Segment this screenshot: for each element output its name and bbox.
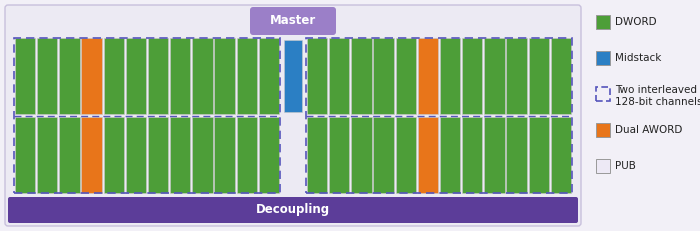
Bar [259, 38, 279, 114]
Bar [14, 38, 280, 193]
Bar [596, 159, 610, 173]
Bar [395, 38, 416, 114]
Text: Master: Master [270, 15, 316, 27]
Bar [596, 15, 610, 29]
Bar [395, 117, 416, 193]
Bar [104, 38, 124, 114]
Bar [81, 38, 102, 114]
Bar [596, 123, 610, 137]
Bar [551, 38, 571, 114]
Bar [373, 117, 394, 193]
Bar [418, 38, 438, 114]
Bar [462, 117, 482, 193]
Text: Midstack: Midstack [615, 53, 661, 63]
Bar [329, 117, 349, 193]
Bar [259, 117, 279, 193]
Bar [596, 87, 610, 101]
Bar [60, 117, 80, 193]
Bar [81, 117, 102, 193]
Bar [440, 117, 461, 193]
FancyBboxPatch shape [250, 7, 336, 35]
Bar [307, 117, 328, 193]
Bar [351, 38, 372, 114]
Bar [15, 117, 35, 193]
Bar [15, 38, 35, 114]
Bar [351, 117, 372, 193]
Bar [193, 117, 213, 193]
Bar [462, 38, 482, 114]
Bar [306, 38, 572, 193]
Text: DWORD: DWORD [615, 17, 657, 27]
Bar [373, 38, 394, 114]
Bar [307, 38, 328, 114]
Bar [214, 117, 234, 193]
Bar [440, 38, 461, 114]
FancyBboxPatch shape [8, 197, 578, 223]
Bar [37, 38, 57, 114]
Bar [484, 38, 505, 114]
Bar [237, 38, 257, 114]
Bar [170, 38, 190, 114]
Bar [126, 117, 146, 193]
Text: Dual AWORD: Dual AWORD [615, 125, 682, 135]
Text: 128-bit channels: 128-bit channels [615, 97, 700, 107]
Bar [329, 38, 349, 114]
Bar [37, 117, 57, 193]
Bar [528, 38, 549, 114]
Bar [551, 117, 571, 193]
Text: Two interleaved: Two interleaved [615, 85, 697, 95]
Bar [506, 38, 527, 114]
Bar [126, 38, 146, 114]
FancyBboxPatch shape [5, 5, 581, 226]
Bar [104, 117, 124, 193]
Bar [484, 117, 505, 193]
Bar [148, 117, 168, 193]
Bar [214, 38, 234, 114]
Bar [284, 40, 302, 112]
Text: PUB: PUB [615, 161, 636, 171]
Bar [193, 38, 213, 114]
Bar [418, 117, 438, 193]
Text: Decoupling: Decoupling [256, 204, 330, 216]
Bar [237, 117, 257, 193]
Bar [596, 51, 610, 65]
Bar [170, 117, 190, 193]
Bar [506, 117, 527, 193]
Bar [60, 38, 80, 114]
Bar [148, 38, 168, 114]
Bar [528, 117, 549, 193]
